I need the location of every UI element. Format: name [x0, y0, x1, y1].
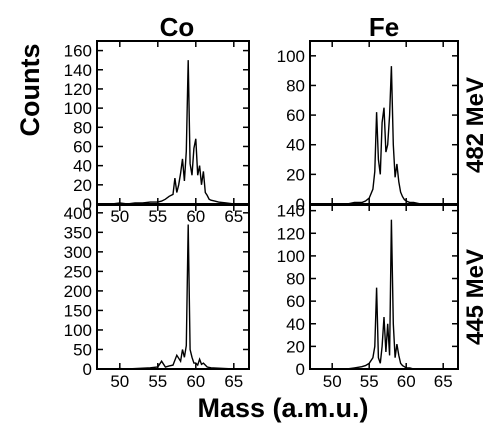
- y-tick-label-fe-482: 100: [277, 47, 305, 66]
- panel-fe-482: 0 20 40 60 80 100: [277, 40, 459, 214]
- x-tick-label-fe-445: 55: [360, 372, 379, 391]
- x-axis-title: Mass (a.m.u.): [197, 393, 368, 423]
- y-tick-label-co-482: 140: [64, 61, 92, 80]
- y-tick-label-co-445: 200: [64, 282, 92, 301]
- y-tick-label-fe-445: 0: [296, 360, 305, 379]
- x-tick-label-fe-445: 65: [434, 372, 453, 391]
- y-tick-label-fe-482: 40: [286, 136, 305, 155]
- data-line-fe-445: [317, 219, 451, 370]
- plot-frame-co-445: [96, 204, 250, 370]
- y-tick-label-co-445: 300: [64, 243, 92, 262]
- y-tick-label-co-482: 100: [64, 99, 92, 118]
- row-label-482: 482 MeV: [462, 77, 489, 173]
- column-title-fe: Fe: [369, 12, 399, 42]
- x-tick-label-co-445: 55: [148, 372, 167, 391]
- y-tick-label-fe-482: 20: [286, 165, 305, 184]
- x-tick-label-co-482: 60: [186, 207, 205, 226]
- y-tick-label-co-482: 120: [64, 80, 92, 99]
- y-tick-label-fe-482: 0: [296, 195, 305, 214]
- data-line-co-445: [104, 224, 242, 370]
- y-axis-title: Counts: [15, 44, 45, 137]
- plot-frame-co-482: [96, 40, 250, 205]
- column-title-co: Co: [160, 12, 195, 42]
- y-tick-label-co-482: 160: [64, 42, 92, 61]
- y-tick-label-co-482: 80: [73, 118, 92, 137]
- plot-frame-fe-445: [309, 204, 459, 370]
- y-tick-label-co-482: 60: [73, 137, 92, 156]
- y-tick-label-co-482: 0: [83, 195, 92, 214]
- panel-fe-445: 0 20 40 60 80 100 120 140 50 55 60 65: [277, 202, 459, 391]
- x-tick-label-co-482: 65: [224, 207, 243, 226]
- row-label-445: 445 MeV: [462, 249, 489, 345]
- y-tick-label-fe-482: 80: [286, 76, 305, 95]
- x-tick-label-fe-445: 60: [397, 372, 416, 391]
- y-tick-label-fe-445: 100: [277, 247, 305, 266]
- y-tick-label-co-445: 50: [73, 340, 92, 359]
- y-tick-label-co-445: 250: [64, 262, 92, 281]
- data-line-co-482: [104, 60, 242, 205]
- x-tick-label-co-445: 50: [110, 372, 129, 391]
- y-tick-label-co-445: 150: [64, 301, 92, 320]
- y-tick-label-fe-482: 60: [286, 106, 305, 125]
- x-tick-label-co-482: 50: [110, 207, 129, 226]
- x-tick-label-co-482: 55: [148, 207, 167, 226]
- x-tick-label-fe-445: 50: [323, 372, 342, 391]
- x-tick-label-co-445: 65: [224, 372, 243, 391]
- y-tick-label-fe-445: 40: [286, 315, 305, 334]
- y-tick-label-co-445: 350: [64, 223, 92, 242]
- x-tick-label-co-445: 60: [186, 372, 205, 391]
- data-line-fe-482: [317, 66, 451, 205]
- y-tick-label-co-445: 0: [83, 360, 92, 379]
- y-tick-label-co-482: 40: [73, 157, 92, 176]
- y-tick-label-co-445: 400: [64, 204, 92, 223]
- y-tick-label-fe-445: 60: [286, 292, 305, 311]
- y-tick-label-fe-445: 20: [286, 337, 305, 356]
- y-tick-label-fe-445: 80: [286, 270, 305, 289]
- y-tick-label-fe-445: 120: [277, 224, 305, 243]
- y-tick-label-co-445: 100: [64, 321, 92, 340]
- y-tick-label-co-482: 20: [73, 176, 92, 195]
- y-tick-label-fe-445: 140: [277, 202, 305, 221]
